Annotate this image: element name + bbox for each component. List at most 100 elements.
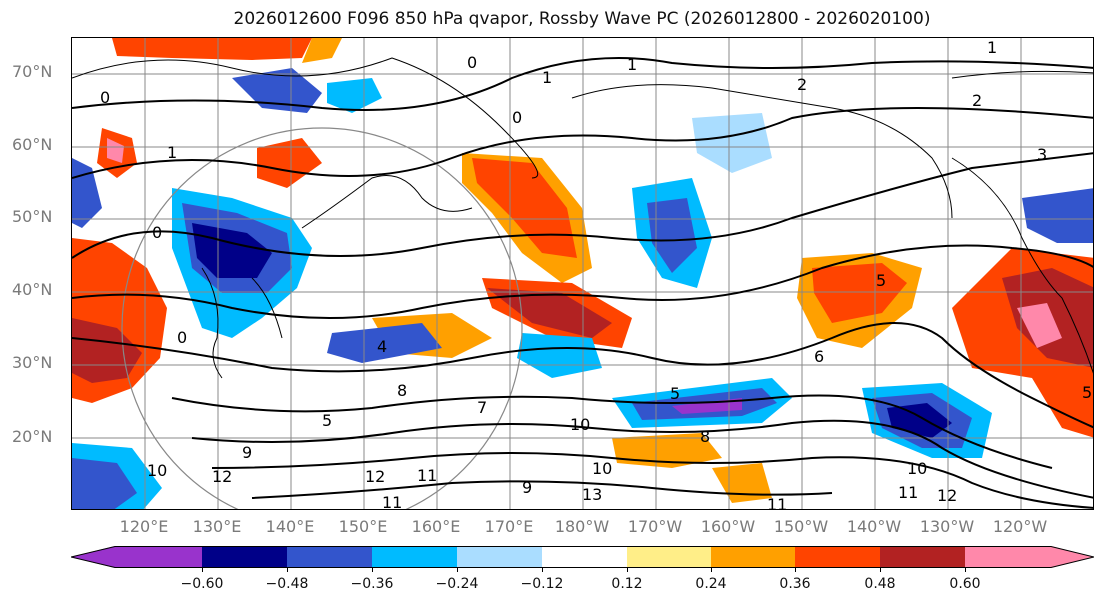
cool-core-aleutian bbox=[647, 198, 697, 273]
contour-label: 2 bbox=[972, 91, 982, 110]
colorbar-extend-high bbox=[965, 546, 1094, 568]
colorbar-tick-label: −0.60 bbox=[180, 576, 224, 592]
colorbar-bin bbox=[795, 546, 880, 568]
lon-label-120w: 120°W bbox=[992, 517, 1048, 536]
contour-label: 5 bbox=[670, 384, 680, 403]
warm-patch-kamchatka-sw bbox=[257, 138, 322, 188]
contour-label: 0 bbox=[100, 88, 110, 107]
cool-patch-canada bbox=[1022, 188, 1093, 243]
colorbar-tickmark bbox=[627, 568, 628, 572]
contour-label: 1 bbox=[542, 68, 552, 87]
colorbar-tick-label: 0.60 bbox=[949, 576, 981, 592]
contour-label: 1 bbox=[987, 38, 997, 57]
warm-bit-south bbox=[712, 463, 772, 503]
contour-label: 10 bbox=[592, 459, 612, 478]
map-panel: 0 0 0 0 0 1 1 1 1 2 2 3 4 5 5 5 5 6 7 8 … bbox=[71, 37, 1094, 510]
cool-patch-siberia bbox=[72, 158, 102, 228]
contour-label: 11 bbox=[417, 466, 437, 485]
contour-label: 3 bbox=[1037, 145, 1047, 164]
colorbar bbox=[71, 546, 1094, 568]
lon-label-150w: 150°W bbox=[773, 517, 829, 536]
colorbar-tick-label: 0.12 bbox=[611, 576, 643, 592]
warm-core-north-pacific bbox=[487, 288, 612, 338]
contour-label: 10 bbox=[570, 415, 590, 434]
contour-label: 6 bbox=[814, 347, 824, 366]
contour-label: 1 bbox=[167, 143, 177, 162]
colorbar-tickmark bbox=[711, 568, 712, 572]
warm-core-top-left bbox=[107, 138, 124, 163]
cool-patch-japan-core bbox=[192, 223, 272, 278]
colorbar-tickmark bbox=[202, 568, 203, 572]
lon-label-180w: 180°W bbox=[554, 517, 610, 536]
contour-label: 11 bbox=[382, 493, 402, 510]
colorbar-outline bbox=[71, 546, 1094, 568]
colorbar-tickmark bbox=[542, 568, 543, 572]
lon-label-140e: 140°E bbox=[265, 517, 315, 536]
lon-label-130e: 130°E bbox=[192, 517, 242, 536]
map-title: 2026012600 F096 850 hPa qvapor, Rossby W… bbox=[233, 9, 931, 29]
contour-label: 4 bbox=[377, 337, 387, 356]
colorbar-tickmark bbox=[795, 568, 796, 572]
colorbar-tickmark bbox=[965, 568, 966, 572]
colorbar-tickmark bbox=[457, 568, 458, 572]
coastlines bbox=[72, 57, 1093, 379]
map-canvas: 0 0 0 0 0 1 1 1 1 2 2 3 4 5 5 5 5 6 7 8 … bbox=[72, 38, 1093, 510]
warm-core-indochina bbox=[72, 318, 142, 383]
colorbar-tick-label: 0.24 bbox=[695, 576, 727, 592]
colorbar-bin bbox=[627, 546, 711, 568]
contour-label: 12 bbox=[937, 486, 957, 505]
colorbar-tickmark bbox=[880, 568, 881, 572]
colorbar-bin bbox=[711, 546, 795, 568]
warm-core-bering bbox=[472, 158, 577, 258]
lon-label-160w: 160°W bbox=[700, 517, 756, 536]
cool-patch-okhotsk bbox=[232, 68, 322, 113]
cool-bit-central bbox=[517, 333, 602, 378]
lon-label-140w: 140°W bbox=[846, 517, 902, 536]
colorbar-bin bbox=[880, 546, 965, 568]
lon-label-150e: 150°E bbox=[338, 517, 388, 536]
lat-label-20n: 20°N bbox=[12, 427, 53, 446]
contour-label: 5 bbox=[876, 271, 886, 290]
contours bbox=[72, 57, 1093, 509]
lon-label-170w: 170°W bbox=[627, 517, 683, 536]
contour-label: 5 bbox=[322, 411, 332, 430]
colorbar-tick-label: −0.12 bbox=[520, 576, 564, 592]
colorbar-tick-label: −0.24 bbox=[435, 576, 479, 592]
contour-label: 1 bbox=[627, 55, 637, 74]
contour-label: 9 bbox=[242, 443, 252, 462]
colorbar-bin bbox=[542, 546, 627, 568]
contour-label: 8 bbox=[397, 381, 407, 400]
lon-label-130w: 130°W bbox=[919, 517, 975, 536]
lat-label-40n: 40°N bbox=[12, 280, 53, 299]
contour-label-group: 0 0 0 0 0 1 1 1 1 2 2 3 4 5 5 5 5 6 7 8 … bbox=[100, 38, 1092, 510]
contour-label: 2 bbox=[797, 75, 807, 94]
cool-bit-kuroshio bbox=[327, 323, 442, 363]
lat-label-60n: 60°N bbox=[12, 135, 53, 154]
warm-patch-top bbox=[112, 38, 312, 60]
contour-label: 0 bbox=[152, 223, 162, 242]
contour-label: 13 bbox=[582, 485, 602, 504]
colorbar-tickmark bbox=[372, 568, 373, 572]
cool-patch-okhotsk-light bbox=[327, 78, 382, 113]
colorbar-tick-label: 0.48 bbox=[864, 576, 896, 592]
lat-label-50n: 50°N bbox=[12, 207, 53, 226]
contour-label: 7 bbox=[477, 398, 487, 417]
colorbar-bin bbox=[202, 546, 287, 568]
cool-core-bottom-left bbox=[72, 458, 137, 509]
contour-label: 5 bbox=[1082, 383, 1092, 402]
contour-label: 12 bbox=[365, 467, 385, 486]
colorbar-tick-label: 0.36 bbox=[779, 576, 811, 592]
colorbar-tick-label: −0.48 bbox=[265, 576, 309, 592]
contour-label: 0 bbox=[512, 108, 522, 127]
contour-label: 11 bbox=[767, 495, 787, 510]
colorbar-bin bbox=[372, 546, 457, 568]
contour-label: 10 bbox=[147, 461, 167, 480]
colorbar-extend-low bbox=[71, 546, 202, 568]
contour-label: 0 bbox=[177, 328, 187, 347]
contour-label: 12 bbox=[212, 467, 232, 486]
colorbar-tick-label: −0.36 bbox=[350, 576, 394, 592]
cool-bit-north-central bbox=[692, 113, 772, 173]
contour-label: 11 bbox=[898, 483, 918, 502]
contour-label: 10 bbox=[907, 459, 927, 478]
reference-circle bbox=[121, 127, 523, 509]
